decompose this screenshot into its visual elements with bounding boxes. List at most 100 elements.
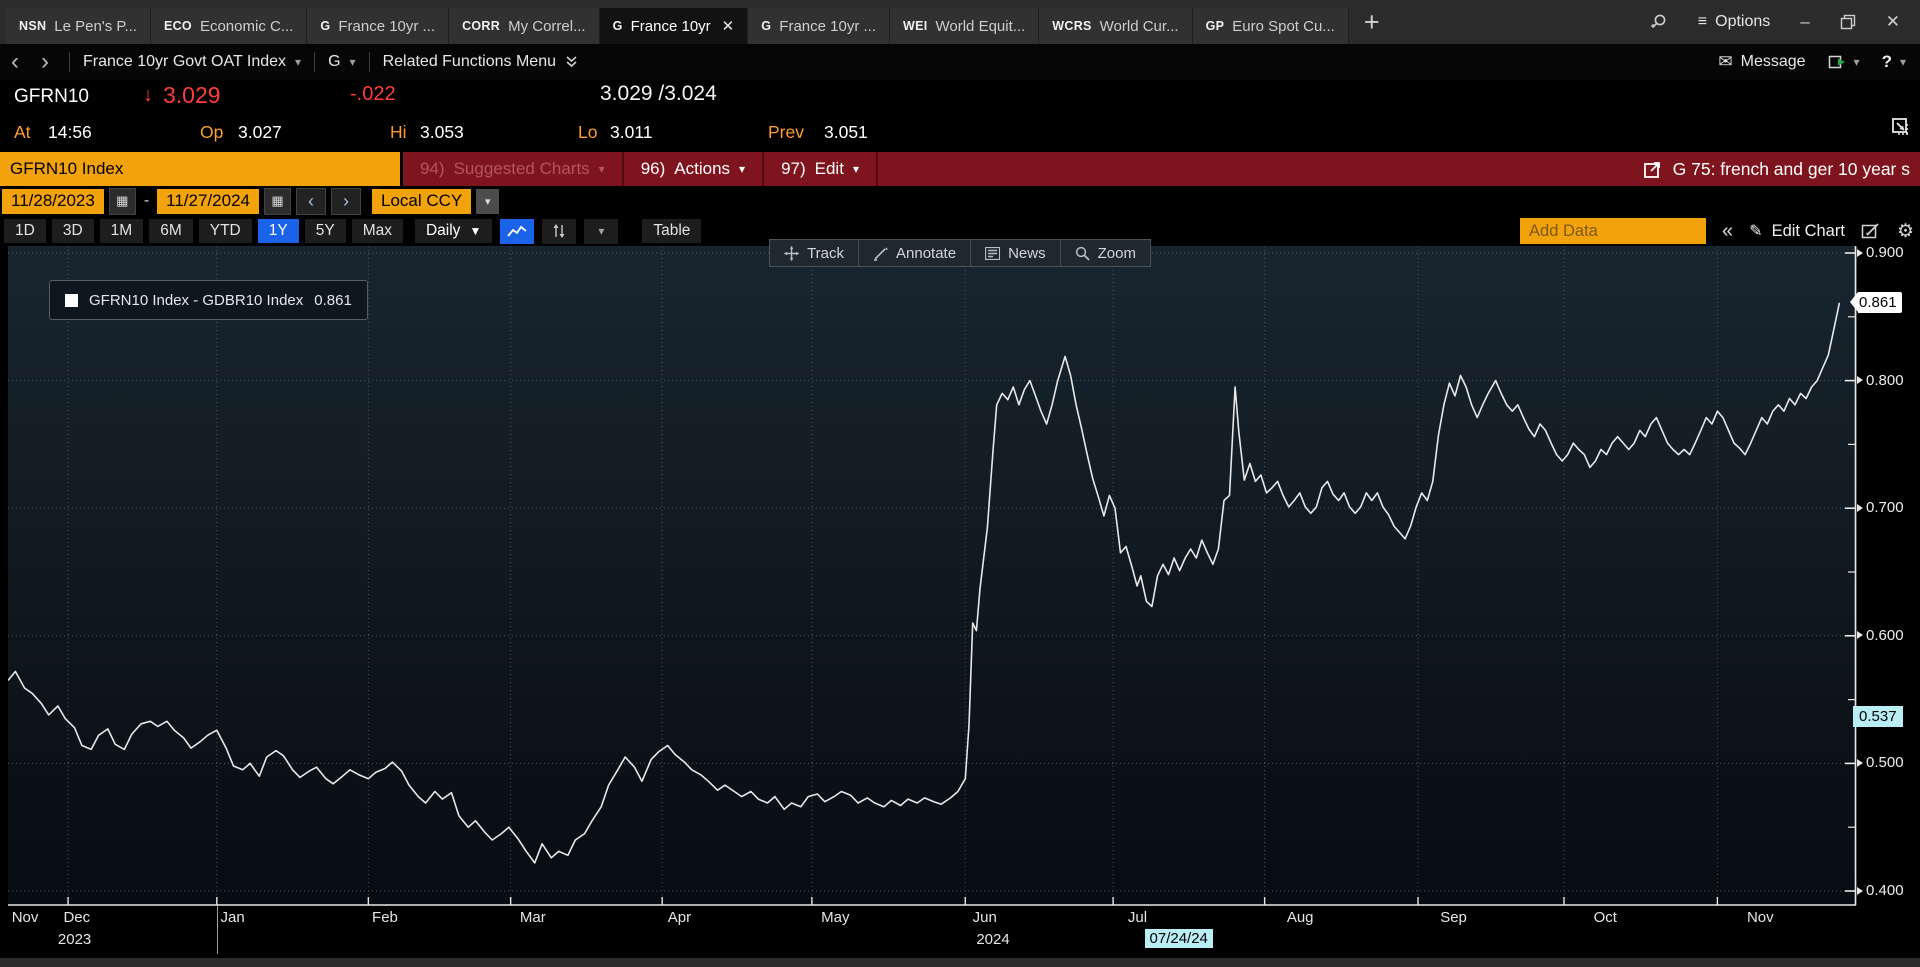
tab-corr-my-correl[interactable]: CORR My Correl... xyxy=(449,8,600,44)
popout-chart-icon[interactable] xyxy=(1890,116,1912,138)
message-button[interactable]: ✉ Message xyxy=(1718,52,1805,72)
tab-g-france-10yr[interactable]: G France 10yr ... xyxy=(748,8,890,44)
search-icon[interactable] xyxy=(1650,13,1668,31)
x-axis-month-label: Aug xyxy=(1286,909,1314,926)
chart-plot-area[interactable] xyxy=(8,246,1857,906)
collapse-panel-button[interactable]: « xyxy=(1722,219,1734,242)
period-5y[interactable]: 5Y xyxy=(304,219,346,243)
gear-icon[interactable]: ⚙ xyxy=(1896,220,1914,242)
y-axis-label: 0.400 xyxy=(1857,882,1904,899)
function-code-selector[interactable]: G ▾ xyxy=(324,53,359,71)
menu-edit[interactable]: 97) Edit ▾ xyxy=(764,152,878,186)
currency-dropdown-icon[interactable]: ▾ xyxy=(476,188,500,214)
close-tab-icon[interactable]: ✕ xyxy=(721,18,735,35)
frequency-selector[interactable]: Daily ▼ xyxy=(414,219,493,243)
chart-type-dropdown[interactable]: ▾ xyxy=(584,218,619,244)
x-axis-month-label: Jan xyxy=(220,909,245,926)
menu-key: 97) xyxy=(781,159,806,178)
period-3d[interactable]: 3D xyxy=(51,219,94,243)
open-value: 3.027 xyxy=(238,122,282,142)
envelope-icon: ✉ xyxy=(1718,52,1733,71)
line-chart-type-button[interactable] xyxy=(500,218,535,244)
forward-button[interactable]: › xyxy=(41,48,49,75)
minimize-button[interactable]: – xyxy=(1800,12,1810,31)
at-time: 14:56 xyxy=(48,122,92,142)
tab-function-code: G xyxy=(761,19,772,33)
currency-selector[interactable]: Local CCY xyxy=(371,188,472,214)
tab-g-france-10yr[interactable]: G France 10yr ... xyxy=(307,8,450,44)
table-button[interactable]: Table xyxy=(642,219,702,243)
period-1y[interactable]: 1Y xyxy=(257,219,299,243)
chart-tool-news[interactable]: News xyxy=(971,240,1061,266)
chart-tool-track[interactable]: Track xyxy=(770,240,860,266)
nav-right-controls: ✉ Message ▾ ? ▾ xyxy=(1718,52,1920,72)
x-axis-month-label: Oct xyxy=(1593,909,1617,926)
open-window-icon xyxy=(1828,54,1846,70)
period-ytd[interactable]: YTD xyxy=(198,219,252,243)
related-functions-menu[interactable]: Related Functions Menu xyxy=(379,53,582,71)
menu-label: Edit xyxy=(814,159,844,178)
add-data-input[interactable] xyxy=(1520,218,1707,244)
tick-arrow-icon xyxy=(1857,503,1863,512)
price-change: -.022 xyxy=(350,83,396,105)
restore-window-icon[interactable] xyxy=(1840,14,1856,30)
x-axis-month-label: Jun xyxy=(972,909,997,926)
menu-suggested-charts[interactable]: 94) Suggested Charts ▾ xyxy=(403,152,624,186)
tab-g-france-10yr[interactable]: G France 10yr ✕ xyxy=(599,8,749,44)
high-label: Hi xyxy=(390,122,407,142)
frequency-label: Daily xyxy=(425,222,461,239)
chevron-down-icon: ▾ xyxy=(852,162,859,176)
chart-controls-right: « ✎ Edit Chart ⚙ xyxy=(1520,218,1920,244)
year-separator-line xyxy=(216,906,218,954)
start-date-input[interactable]: 11/28/2023 xyxy=(2,188,104,214)
tick-arrow-icon xyxy=(1857,886,1863,895)
edit-chart-button[interactable]: ✎ Edit Chart xyxy=(1749,221,1845,241)
security-input[interactable]: GFRN10 Index xyxy=(0,152,403,186)
period-max[interactable]: Max xyxy=(351,219,403,243)
y-axis-label: 0.900 xyxy=(1857,244,1904,261)
period-1m[interactable]: 1M xyxy=(99,219,144,243)
chart-tool-annotate[interactable]: Annotate xyxy=(859,240,972,266)
related-functions-label: Related Functions Menu xyxy=(382,53,556,70)
menu-key: 94) xyxy=(420,159,445,178)
calendar-icon[interactable]: ▦ xyxy=(108,187,136,215)
help-button[interactable]: ? ▾ xyxy=(1882,52,1906,72)
chart-annotation-icon[interactable] xyxy=(1861,222,1881,240)
end-date-input[interactable]: 11/27/2024 xyxy=(157,188,259,214)
close-window-button[interactable]: ✕ xyxy=(1885,12,1900,31)
low-label: Lo xyxy=(578,122,598,142)
export-icon[interactable] xyxy=(1643,160,1662,179)
tab-wcrs-world-cur[interactable]: WCRS World Cur... xyxy=(1039,8,1193,44)
calendar-icon[interactable]: ▦ xyxy=(263,187,291,215)
tab-wei-world-equit[interactable]: WEI World Equit... xyxy=(889,8,1040,44)
y-axis-value: 0.900 xyxy=(1866,244,1904,261)
low-value: 3.011 xyxy=(610,122,653,142)
tab-eco-economic-c[interactable]: ECO Economic C... xyxy=(150,8,308,44)
open-window-button[interactable]: ▾ xyxy=(1828,54,1860,70)
tab-title: France 10yr xyxy=(630,17,711,35)
legend-series-name: GFRN10 Index - GDBR10 Index xyxy=(89,291,304,309)
spread-line-chart[interactable] xyxy=(8,246,1857,906)
chart-tool-zoom[interactable]: Zoom xyxy=(1061,240,1150,266)
shift-range-back-button[interactable]: ‹ xyxy=(295,187,326,215)
shift-range-forward-button[interactable]: › xyxy=(330,187,361,215)
y-axis-label: 0.500 xyxy=(1857,754,1904,771)
tab-nsn-le-pen-s-p[interactable]: NSN Le Pen's P... xyxy=(6,8,151,44)
new-tab-button[interactable]: + xyxy=(1363,6,1380,37)
tab-function-code: NSN xyxy=(19,19,47,33)
back-button[interactable]: ‹ xyxy=(11,48,19,75)
chevron-down-icon: ▾ xyxy=(739,162,746,176)
menu-actions[interactable]: 96) Actions ▾ xyxy=(624,152,765,186)
tab-gp-euro-spot-cu[interactable]: GP Euro Spot Cu... xyxy=(1192,8,1349,44)
chart-legend[interactable]: GFRN10 Index - GDBR10 Index 0.861 xyxy=(49,280,368,320)
period-6m[interactable]: 6M xyxy=(149,219,193,243)
axis-settings-button[interactable] xyxy=(542,218,577,244)
tick-arrow-icon xyxy=(1857,758,1863,767)
quote-panel: GFRN10 ↓ 3.029 -.022 3.029 /3.024 At 14:… xyxy=(0,80,1920,152)
options-button[interactable]: ≡ Options xyxy=(1698,13,1770,31)
annotate-icon xyxy=(873,246,888,261)
period-1d[interactable]: 1D xyxy=(4,219,46,243)
x-axis-month-label: Sep xyxy=(1440,909,1467,926)
chart-title-area: G 75: french and ger 10 year s xyxy=(1643,152,1920,186)
security-selector[interactable]: France 10yr Govt OAT Index ▾ xyxy=(79,53,305,71)
